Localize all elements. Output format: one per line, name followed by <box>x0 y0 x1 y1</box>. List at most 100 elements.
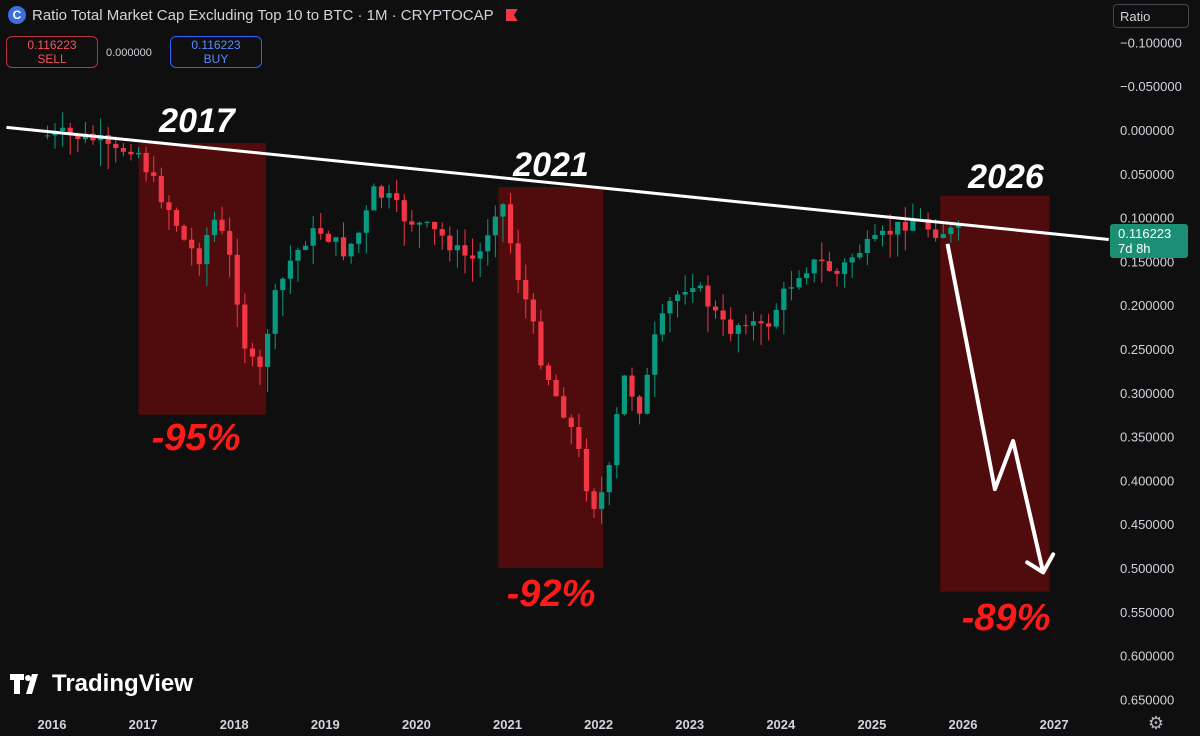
y-tick-label: 0.250000 <box>1120 342 1174 357</box>
y-tick-label: 0.550000 <box>1120 605 1174 620</box>
candle-body <box>265 333 271 367</box>
candle-body <box>667 301 673 314</box>
chart-title[interactable]: Ratio Total Market Cap Excluding Top 10 … <box>32 6 494 24</box>
tradingview-logo[interactable]: TradingView <box>10 670 193 698</box>
buy-price: 0.116223 <box>191 38 241 52</box>
candle-body <box>530 299 536 322</box>
candle-body <box>538 321 544 366</box>
y-tick-label: 0.100000 <box>1120 211 1174 226</box>
candle-body <box>280 278 286 291</box>
candle-body <box>356 232 362 244</box>
x-tick-label: 2018 <box>220 717 249 732</box>
symbol-logo-icon[interactable]: C <box>8 6 26 24</box>
candle-body <box>728 319 734 334</box>
y-tick-label: 0.150000 <box>1120 254 1174 269</box>
x-tick-label: 2026 <box>949 717 978 732</box>
time-axis: 2016 2017 2018 2019 2020 2021 2022 2023 2024 2025… <box>38 717 1069 732</box>
candle-body <box>659 313 665 335</box>
flag-icon[interactable] <box>505 9 518 21</box>
x-tick-label: 2025 <box>857 717 886 732</box>
candle-body <box>211 219 218 236</box>
settings-gear-icon[interactable]: ⚙ <box>1147 713 1165 733</box>
candle-body <box>515 243 521 280</box>
scale-mode-button[interactable]: Ratio <box>1113 4 1189 28</box>
candle-body <box>895 221 901 235</box>
buy-button[interactable]: 0.116223 BUY <box>170 36 262 68</box>
candle-body <box>204 235 210 265</box>
candle-body <box>553 380 559 397</box>
candle-body <box>485 235 491 252</box>
candle-body <box>173 209 180 226</box>
candle-body <box>781 288 787 310</box>
candle-body <box>902 221 908 231</box>
candle-body <box>629 375 635 397</box>
projection-arrowhead <box>1025 552 1056 575</box>
candle-body <box>879 230 886 235</box>
candle-body <box>826 261 832 271</box>
candle-body <box>181 225 187 240</box>
y-tick-label: 0.050000 <box>1120 167 1174 182</box>
candle-body <box>67 127 73 135</box>
candle-body <box>804 273 810 279</box>
candle-body <box>599 492 605 509</box>
candle-body <box>576 427 582 449</box>
candle-body <box>363 210 369 233</box>
candle-body <box>811 259 817 274</box>
candle-body <box>44 135 51 137</box>
projection-path <box>945 243 1046 573</box>
candle-body <box>872 234 878 239</box>
candle-body <box>432 221 438 230</box>
y-tick-label: 0.650000 <box>1120 692 1174 707</box>
candle-body <box>796 278 802 288</box>
candle-body <box>234 254 240 305</box>
candle-body <box>652 334 658 375</box>
zone-drop-label: -95% <box>152 417 241 459</box>
candle-body <box>135 152 142 155</box>
candle-body <box>462 245 468 256</box>
y-tick-label: 0.000000 <box>1120 123 1174 138</box>
candle-body <box>371 186 377 211</box>
candle-body <box>887 230 893 235</box>
candle-body <box>394 193 400 201</box>
candle-body <box>735 325 741 334</box>
candle-body <box>697 285 703 289</box>
x-tick-label: 2020 <box>402 717 431 732</box>
candle-body <box>545 365 552 381</box>
candle-body <box>189 239 195 249</box>
y-tick-label: 0.200000 <box>1120 298 1174 313</box>
x-tick-label: 2024 <box>766 717 796 732</box>
candle-body <box>834 270 840 274</box>
candle-body <box>454 245 460 251</box>
candle-body <box>674 294 681 302</box>
candle-body <box>325 233 331 242</box>
candle-body <box>272 290 278 334</box>
candle-body <box>386 193 392 198</box>
candle-body <box>583 448 590 492</box>
sell-label: SELL <box>37 52 67 66</box>
candle-body <box>219 219 225 231</box>
candle-body <box>249 348 256 357</box>
y-tick-label: 0.350000 <box>1120 430 1174 445</box>
x-tick-label: 2027 <box>1040 717 1069 732</box>
candle-body <box>758 321 764 324</box>
candle-body <box>819 259 825 262</box>
candle-body <box>849 257 855 263</box>
candle-body <box>143 152 149 173</box>
candle-body <box>644 374 650 414</box>
candle-body <box>105 134 111 144</box>
candle-body <box>621 375 628 415</box>
candle-body <box>682 292 688 295</box>
candle-body <box>310 228 316 246</box>
candle-body <box>492 216 498 236</box>
candle-body <box>242 304 248 349</box>
tradingview-logo-icon <box>10 674 38 694</box>
spread-value: 0.000000 <box>106 47 152 59</box>
candle-body <box>295 249 301 261</box>
bar-countdown: 7d 8h <box>1118 241 1151 256</box>
price-axis: −0.100000 −0.050000 0.000000 0.050000 0.1000… <box>1120 35 1182 707</box>
candle-body <box>166 202 172 210</box>
sell-button[interactable]: 0.116223 SELL <box>6 36 98 68</box>
last-price-value: 0.116223 <box>1118 226 1172 241</box>
candle-body <box>507 204 514 244</box>
